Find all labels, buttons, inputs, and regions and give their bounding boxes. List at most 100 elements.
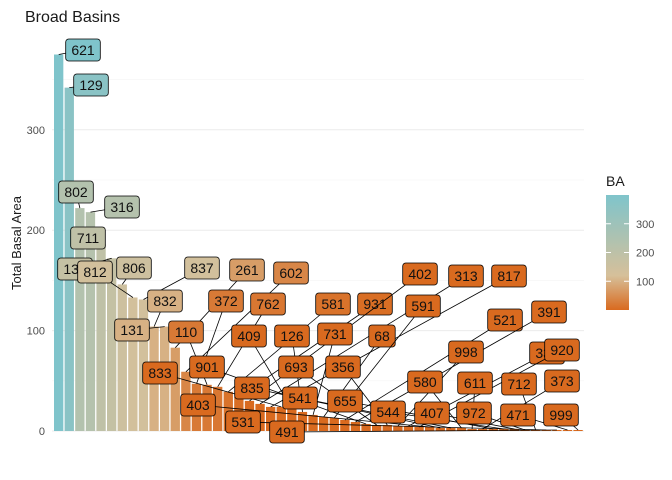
bar-label-box <box>116 256 152 280</box>
bar <box>350 421 361 431</box>
bar-label-text: 833 <box>148 365 172 381</box>
bar <box>382 424 392 431</box>
y-tick-label: 200 <box>27 225 45 237</box>
legend-tick-label: 100 <box>636 276 654 288</box>
bar-label-text: 68 <box>374 328 390 344</box>
bar-label-box <box>407 370 443 394</box>
bar-label-text: 356 <box>331 359 355 375</box>
bar-label-text: 313 <box>454 268 478 284</box>
bar-label-text: 591 <box>411 298 435 314</box>
bar-label: 544 <box>370 400 406 424</box>
bar <box>213 386 223 431</box>
bar-label-box <box>168 320 204 344</box>
bar-label-text: 316 <box>110 199 134 215</box>
bar <box>478 428 488 431</box>
bar-label: 391 <box>531 300 567 324</box>
bar-label: 471 <box>500 403 536 427</box>
bar-label-text: 407 <box>420 405 444 421</box>
bar-label-box <box>543 403 579 427</box>
bar-label-text: 541 <box>288 390 312 406</box>
bar-label: 591 <box>405 294 441 318</box>
bar-label-box <box>317 322 353 346</box>
legend-title: BA <box>606 173 625 189</box>
legend: BA 100 200 300 <box>606 173 654 310</box>
bar-label-text: 611 <box>464 375 487 391</box>
bar <box>372 424 382 431</box>
bar-label-box <box>180 393 216 417</box>
bar <box>393 425 403 431</box>
bar-label-text: 544 <box>376 404 400 420</box>
bar-label: 356 <box>325 355 361 379</box>
bar <box>361 423 371 431</box>
bar-label-text: 806 <box>122 260 146 276</box>
bar-label-text: 621 <box>71 42 95 58</box>
bar-label-box <box>208 289 244 313</box>
bar <box>562 430 573 431</box>
bar-label-text: 602 <box>279 265 303 281</box>
bar-label-text: 931 <box>363 296 387 312</box>
bar <box>403 425 414 431</box>
bar-label-text: 711 <box>77 230 100 246</box>
bar-label-box <box>357 292 393 316</box>
bar-label-box <box>368 324 396 348</box>
bar <box>170 347 180 431</box>
bar-label-box <box>457 371 493 395</box>
bar-label-box <box>114 318 150 342</box>
bar-label-text: 261 <box>235 262 259 278</box>
bar <box>456 427 467 431</box>
bar-label-text: 998 <box>454 344 478 360</box>
bar-label-box <box>370 400 406 424</box>
bar-label: 402 <box>402 262 438 286</box>
bar-label-box <box>448 340 484 364</box>
bar-label: 693 <box>278 355 314 379</box>
bar-label-text: 373 <box>550 373 574 389</box>
bar-label-text: 110 <box>175 324 198 340</box>
bar-label: 409 <box>231 324 267 348</box>
bar <box>54 54 64 431</box>
bar-label: 110 <box>168 320 204 344</box>
bar-label: 806 <box>116 256 152 280</box>
bar-label: 901 <box>189 355 225 379</box>
bar-label-box <box>500 403 536 427</box>
bar-label: 602 <box>273 261 309 285</box>
bar-label-text: 999 <box>549 407 573 423</box>
bar-label: 580 <box>407 370 443 394</box>
bar-label-text: 731 <box>323 326 347 342</box>
bar-label: 817 <box>491 264 527 288</box>
bar-label-text: 403 <box>186 397 210 413</box>
y-axis-ticks: 0 100 200 300 <box>27 125 45 438</box>
bar-label: 621 <box>65 38 101 62</box>
legend-colorbar <box>606 195 629 310</box>
bar-label: 129 <box>73 73 109 97</box>
bar <box>107 258 117 431</box>
bar-label-text: 471 <box>506 407 530 423</box>
bar <box>266 406 276 431</box>
bar-label-box <box>282 386 318 410</box>
bar <box>340 419 350 431</box>
chart-title: Broad Basins <box>25 9 120 26</box>
bar-label-text: 402 <box>408 266 432 282</box>
bar-label: 812 <box>77 260 113 284</box>
bar-label: 655 <box>327 389 363 413</box>
bar-label-box <box>147 289 183 313</box>
bar-label-box <box>231 324 267 348</box>
bar-label-box <box>315 292 351 316</box>
bar-label: 972 <box>456 401 492 425</box>
bar-label: 316 <box>104 195 140 219</box>
bar-label: 407 <box>414 401 450 425</box>
bar-label: 491 <box>269 420 305 444</box>
bar-label: 373 <box>544 369 580 393</box>
bar-label-box <box>225 410 261 434</box>
bar-label-text: 655 <box>333 393 357 409</box>
bar-label-box <box>269 420 305 444</box>
bar-label: 541 <box>282 386 318 410</box>
bar <box>414 426 424 431</box>
legend-tick-label: 300 <box>636 219 654 231</box>
bar-label-box <box>142 361 178 385</box>
bar <box>96 244 106 431</box>
bar-label: 837 <box>184 256 220 280</box>
bar <box>435 427 445 431</box>
bar-label-box <box>487 308 523 332</box>
bar-label-box <box>189 355 225 379</box>
